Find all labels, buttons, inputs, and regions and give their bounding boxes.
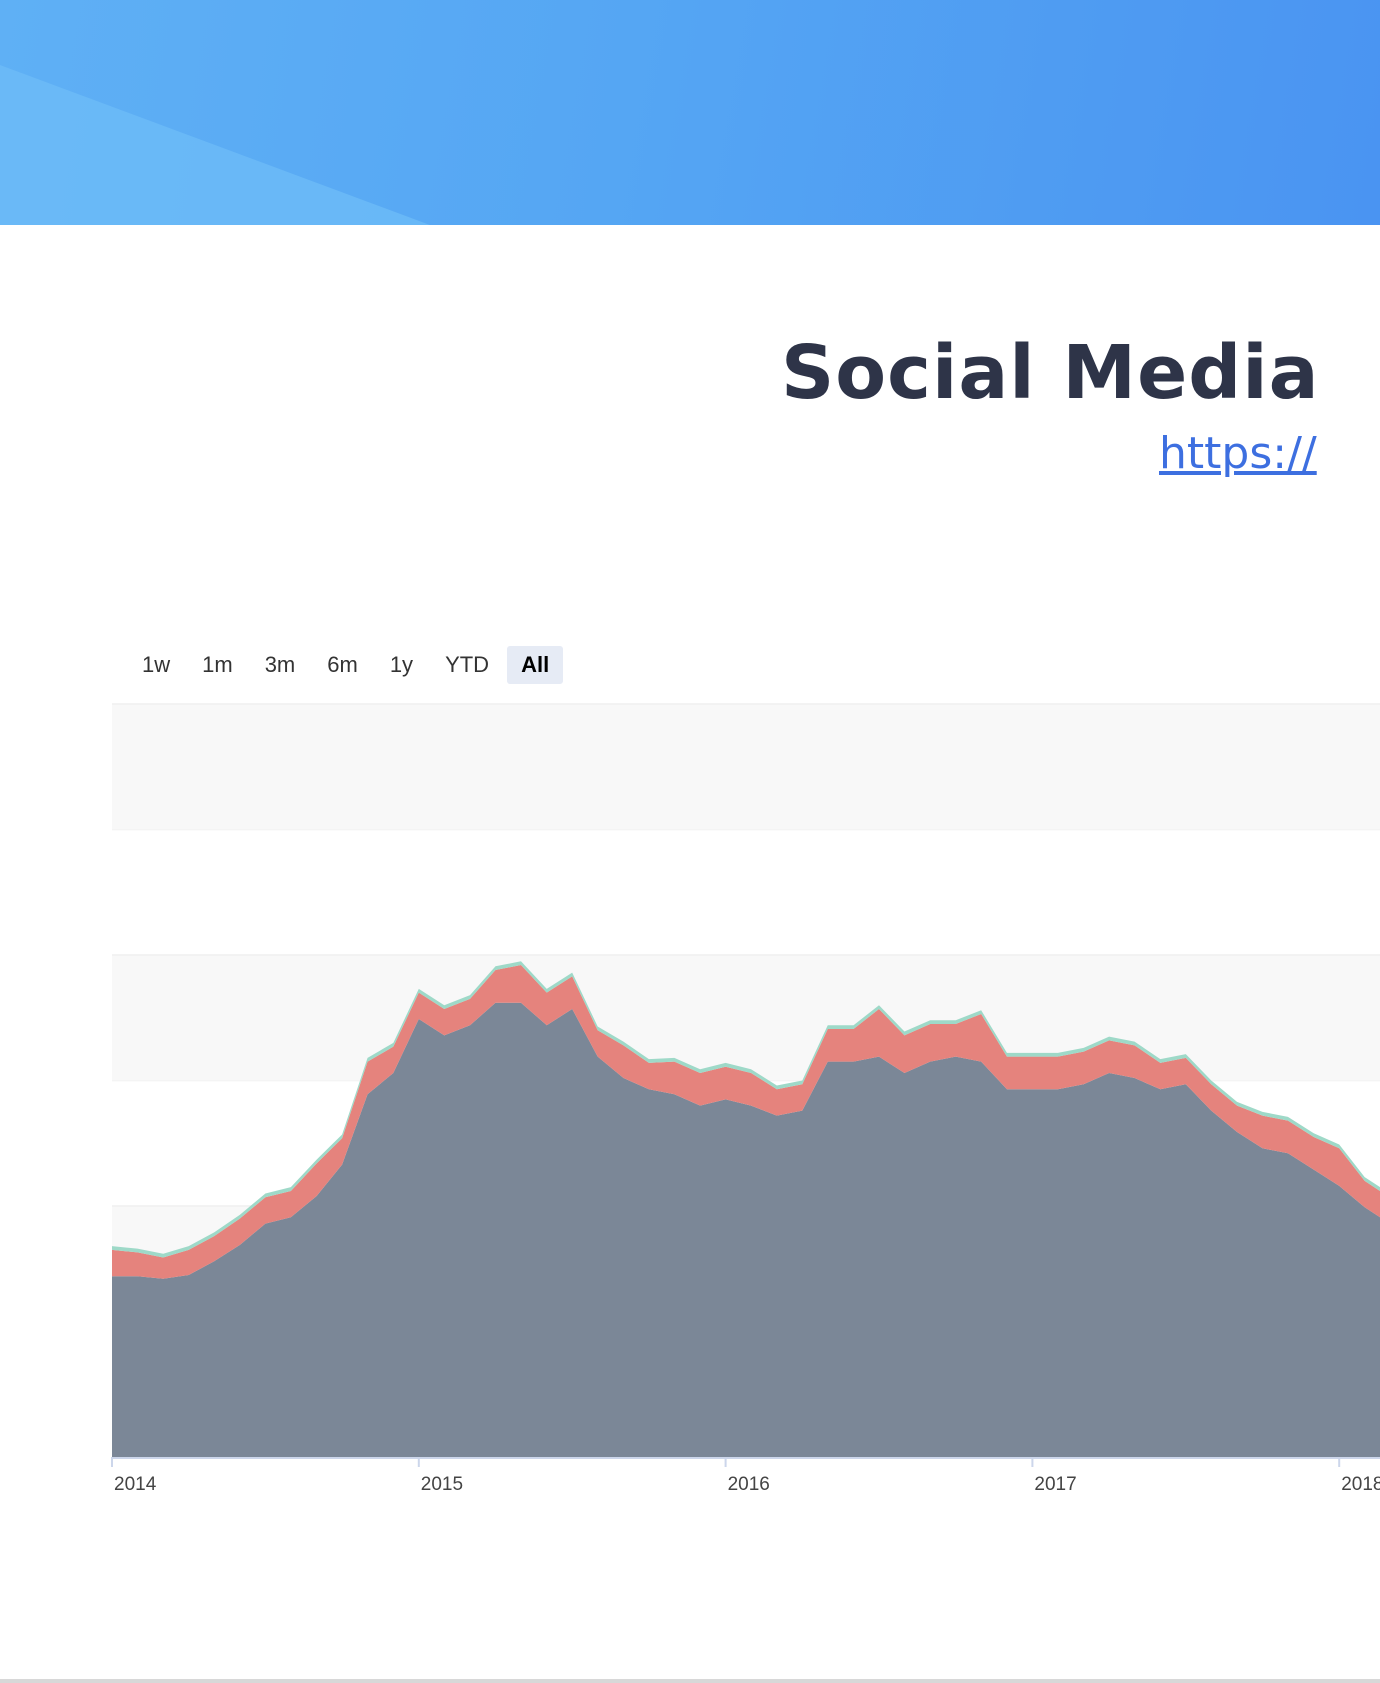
- area-series: [112, 1002, 1380, 1457]
- x-tick-label: 2014: [114, 1474, 157, 1495]
- range-selector: 1w 1m 3m 6m 1y YTD All: [128, 646, 564, 684]
- grid-band: [112, 704, 1380, 830]
- banner-shape: [0, 65, 430, 225]
- source-link[interactable]: https://: [1159, 428, 1317, 479]
- x-tick-label: 2017: [1034, 1474, 1076, 1495]
- range-button[interactable]: YTD: [445, 652, 490, 677]
- footer-bar: [0, 1679, 1380, 1683]
- x-tick-label: 2018: [1341, 1474, 1380, 1495]
- header-decoration: [0, 65, 430, 225]
- range-button[interactable]: 3m: [264, 652, 296, 677]
- range-button[interactable]: 1w: [142, 652, 171, 677]
- range-button[interactable]: 1m: [202, 652, 233, 677]
- page-title: Social Media: [781, 330, 1320, 416]
- range-button[interactable]: 6m: [327, 652, 358, 677]
- range-button[interactable]: All: [507, 646, 564, 684]
- chart: 2014 2015 2016 2017 2018: [111, 703, 1380, 1495]
- x-tick-label: 2015: [421, 1474, 463, 1495]
- x-tick-label: 2016: [728, 1474, 770, 1495]
- header-banner: [0, 0, 1380, 225]
- range-button[interactable]: 1y: [389, 652, 414, 677]
